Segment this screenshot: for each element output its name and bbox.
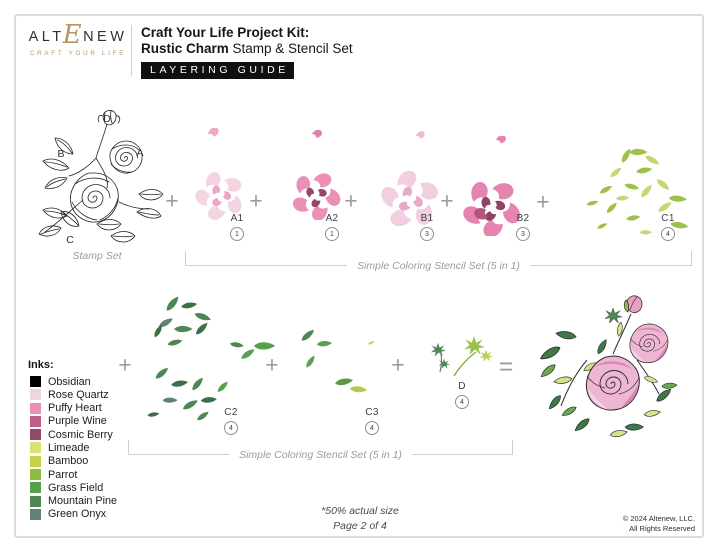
ink-name: Purple Wine bbox=[48, 415, 107, 428]
ink-swatch bbox=[30, 469, 41, 481]
layering-guide-badge: LAYERING GUIDE bbox=[141, 62, 294, 79]
stencil-number-circle: 3 bbox=[420, 227, 434, 241]
altenew-logo-script-e: E bbox=[62, 20, 86, 50]
stamp-set-line-art bbox=[38, 110, 164, 243]
stencil-layer-a2-art bbox=[282, 128, 350, 220]
plus-operator: + bbox=[165, 187, 179, 214]
kit-title-line1: Craft Your Life Project Kit: bbox=[141, 25, 310, 40]
layer-tag-b1: B1 3 bbox=[420, 213, 434, 241]
layer-tag-c2: C2 4 bbox=[224, 407, 238, 435]
copyright: © 2024 Altenew, LLC. All Rights Reserved bbox=[622, 514, 695, 533]
stencil-set-bracket-bottom: Simple Coloring Stencil Set (5 in 1) bbox=[128, 440, 513, 461]
stamp-part-letter-a: A bbox=[136, 147, 144, 159]
ink-swatch bbox=[30, 429, 41, 441]
stencil-set-bracket-bottom-label: Simple Coloring Stencil Set (5 in 1) bbox=[239, 449, 402, 461]
plus-operator: + bbox=[391, 351, 405, 378]
layer-tag-c3: C3 4 bbox=[365, 407, 379, 435]
ink-name: Grass Field bbox=[48, 481, 104, 494]
altenew-logo: ALTENEW CRAFT YOUR LIFE bbox=[26, 20, 130, 57]
kit-title-line2: Rustic Charm Stamp & Stencil Set bbox=[141, 41, 353, 56]
ink-row: Obsidian bbox=[30, 375, 117, 388]
ink-row: Cosmic Berry bbox=[30, 428, 117, 441]
scale-note: *50% actual size bbox=[321, 505, 399, 517]
stencil-number-circle: 4 bbox=[365, 421, 379, 435]
ink-row: Purple Wine bbox=[30, 415, 117, 428]
footer-note: *50% actual size Page 2 of 4 bbox=[290, 504, 430, 533]
ink-name: Cosmic Berry bbox=[48, 428, 113, 441]
ink-name: Green Onyx bbox=[48, 508, 107, 521]
inks-heading: Inks: bbox=[28, 359, 54, 371]
stencil-number-circle: 4 bbox=[224, 421, 238, 435]
ink-swatch bbox=[30, 482, 41, 494]
ink-swatch bbox=[30, 508, 41, 520]
altenew-logo-tagline: CRAFT YOUR LIFE bbox=[29, 50, 127, 57]
layer-tag-c1: C1 4 bbox=[661, 213, 675, 241]
page-number: Page 2 of 4 bbox=[333, 519, 387, 532]
ink-row: Green Onyx bbox=[30, 508, 117, 521]
ink-swatch bbox=[30, 495, 41, 507]
ink-name: Rose Quartz bbox=[48, 388, 109, 401]
ink-swatch bbox=[30, 402, 41, 414]
ink-name: Mountain Pine bbox=[48, 495, 118, 508]
stencil-layer-c1-art bbox=[586, 145, 689, 237]
stencil-set-bracket-top: Simple Coloring Stencil Set (5 in 1) bbox=[185, 251, 692, 272]
inks-legend: Obsidian Rose Quartz Puffy Heart Purple … bbox=[30, 376, 117, 520]
plus-operator: + bbox=[536, 188, 550, 215]
ink-swatch bbox=[30, 389, 41, 401]
ink-row: Grass Field bbox=[30, 481, 117, 494]
ink-row: Parrot bbox=[30, 468, 117, 481]
ink-swatch bbox=[30, 376, 41, 387]
stamp-part-letter-d: D bbox=[103, 113, 111, 125]
layer-tag-a1: A1 1 bbox=[230, 213, 244, 241]
stencil-number-circle: 4 bbox=[661, 227, 675, 241]
stencil-number-circle: 1 bbox=[325, 227, 339, 241]
ink-row: Limeade bbox=[30, 441, 117, 454]
layer-tag-b2: B2 3 bbox=[516, 213, 530, 241]
plus-operator: + bbox=[440, 187, 454, 214]
layer-tag-a2: A2 1 bbox=[325, 213, 339, 241]
ink-name: Bamboo bbox=[48, 455, 89, 468]
stencil-layer-c2-art bbox=[147, 296, 276, 421]
ink-name: Limeade bbox=[48, 441, 90, 454]
plus-operator: + bbox=[118, 351, 132, 378]
ink-swatch bbox=[30, 415, 41, 427]
plus-operator: + bbox=[265, 351, 279, 378]
equals-operator: = bbox=[498, 352, 514, 381]
plus-operator: + bbox=[344, 187, 358, 214]
ink-row: Puffy Heart bbox=[30, 402, 117, 415]
ink-row: Bamboo bbox=[30, 455, 117, 468]
plus-operator: + bbox=[249, 187, 263, 214]
altenew-logo-wordmark: ALTENEW bbox=[28, 20, 128, 50]
ink-swatch bbox=[30, 442, 41, 454]
stencil-number-circle: 3 bbox=[516, 227, 530, 241]
stamp-part-letter-b: B bbox=[57, 148, 65, 160]
stencil-number-circle: 4 bbox=[455, 395, 469, 409]
header-titles: Craft Your Life Project Kit: Rustic Char… bbox=[141, 25, 353, 79]
stamp-part-letter-c: C bbox=[66, 234, 74, 246]
guide-border-frame bbox=[14, 14, 704, 538]
stamp-set-caption: Stamp Set bbox=[72, 250, 122, 262]
stencil-number-circle: 1 bbox=[230, 227, 244, 241]
ink-swatch bbox=[30, 455, 41, 467]
header-divider bbox=[131, 25, 132, 76]
ink-name: Puffy Heart bbox=[48, 402, 102, 415]
stencil-set-bracket-top-label: Simple Coloring Stencil Set (5 in 1) bbox=[357, 260, 520, 272]
stencil-layer-a1-art bbox=[186, 128, 254, 220]
ink-row: Rose Quartz bbox=[30, 388, 117, 401]
finished-design-art bbox=[538, 295, 678, 440]
stencil-layer-d-art bbox=[430, 336, 493, 377]
ink-name: Parrot bbox=[48, 468, 78, 481]
ink-row: Mountain Pine bbox=[30, 495, 118, 508]
ink-name: Obsidian bbox=[48, 375, 91, 388]
layer-tag-d: D 4 bbox=[455, 381, 469, 409]
stencil-layer-b1-art bbox=[370, 130, 450, 230]
stencil-layer-c3-art bbox=[299, 329, 375, 397]
